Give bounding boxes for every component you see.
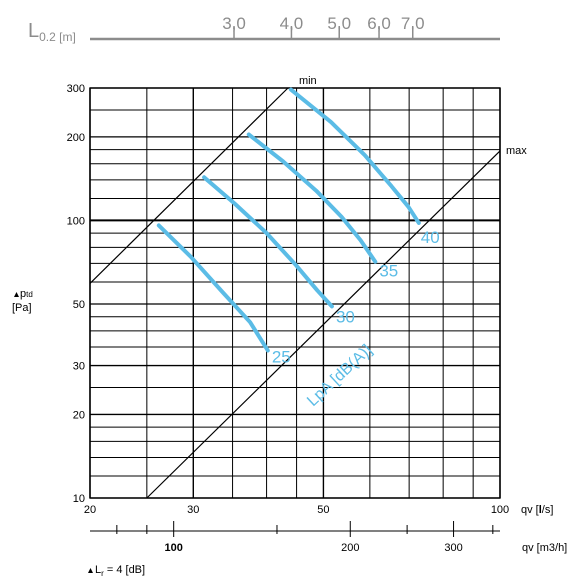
y-axis-label-quantity: ptd — [20, 288, 33, 300]
x-tick-label-30: 30 — [187, 504, 199, 516]
top-throw-scale: 3,0 4,0 5,0 6,0 7,0 L0.2 [m] — [28, 14, 500, 44]
curve-lpa-30 — [204, 177, 332, 306]
y-tick-label-300: 300 — [67, 83, 85, 95]
footnote-triangle-icon — [88, 568, 93, 573]
top-scale-label-6: 6,0 — [367, 14, 391, 33]
top-scale-label-3: 3,0 — [222, 14, 246, 33]
curve-lpa-25 — [159, 225, 268, 350]
x-tick-label-100: 100 — [491, 504, 509, 516]
top-scale-label-5: 5,0 — [327, 14, 351, 33]
y-tick-label-50: 50 — [73, 299, 85, 311]
curve-label-30: 30 — [336, 307, 355, 326]
top-scale-label-7: 7,0 — [401, 14, 425, 33]
x2-tick-label-200: 200 — [341, 542, 359, 554]
boundary-label-max: max — [506, 145, 527, 157]
x2-tick-label-100: 100 — [165, 542, 183, 554]
y-tick-label-20: 20 — [73, 409, 85, 421]
curve-label-35: 35 — [379, 262, 398, 281]
y-label-triangle-icon — [14, 292, 19, 297]
boundary-label-min: min — [299, 75, 317, 87]
footnote-label: Lr = 4 [dB] — [95, 564, 145, 578]
curve-label-40: 40 — [421, 228, 440, 247]
x2-tick-label-300: 300 — [444, 542, 462, 554]
series-title: LpA [dB(A)] — [304, 342, 375, 410]
y-tick-label-30: 30 — [73, 361, 85, 373]
y-axis-label-unit: [Pa] — [12, 302, 32, 314]
x-tick-label-20: 20 — [84, 504, 96, 516]
grid — [90, 88, 500, 498]
top-scale-title: L0.2 [m] — [28, 20, 76, 44]
curve-label-25: 25 — [272, 347, 291, 366]
y-tick-label-200: 200 — [67, 132, 85, 144]
x-axis-label: qv [l/s] — [521, 504, 553, 516]
x-tick-label-50: 50 — [317, 504, 329, 516]
x2-axis-label: qv [m3/h] — [522, 542, 567, 554]
y-tick-label-100: 100 — [67, 215, 85, 227]
top-scale-label-4: 4,0 — [280, 14, 304, 33]
